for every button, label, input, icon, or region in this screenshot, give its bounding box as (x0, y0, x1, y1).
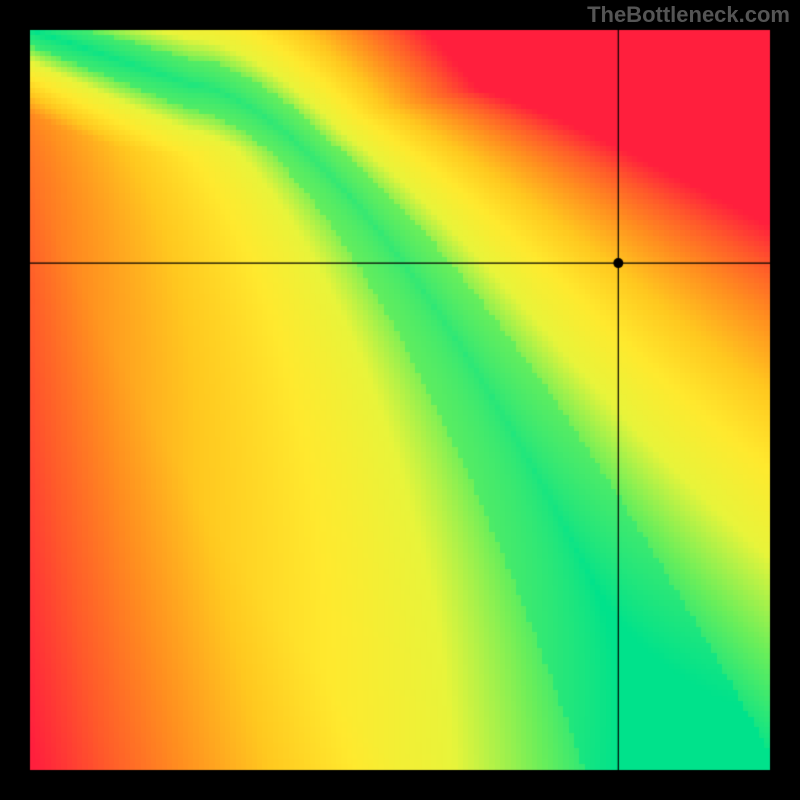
chart-container: TheBottleneck.com (0, 0, 800, 800)
watermark-text: TheBottleneck.com (587, 2, 790, 28)
heatmap-canvas (0, 0, 800, 800)
